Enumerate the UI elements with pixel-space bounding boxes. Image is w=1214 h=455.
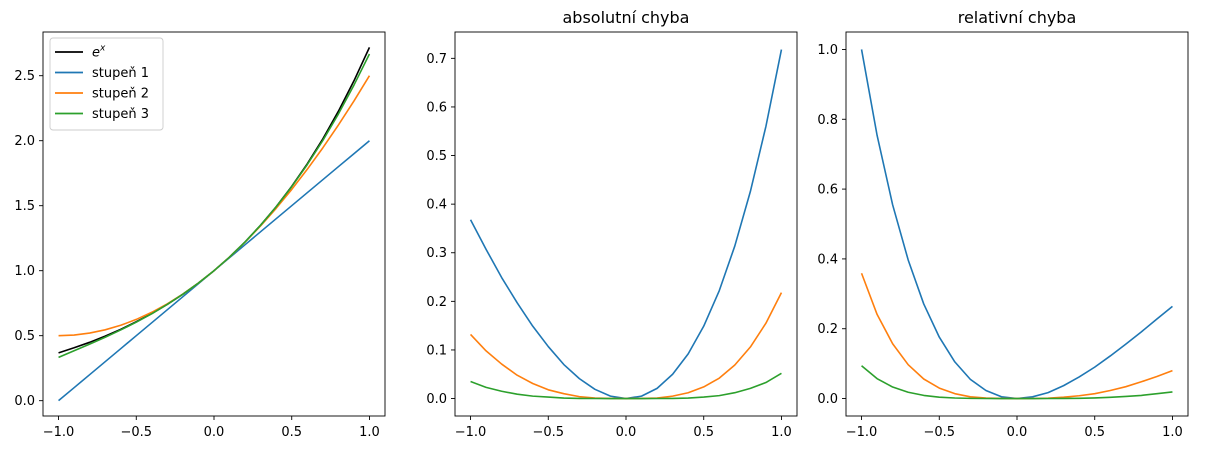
panel-title: relativní chyba (958, 8, 1077, 27)
y-tick-label: 0.2 (426, 295, 447, 310)
y-tick-label: 0.6 (426, 100, 447, 115)
y-tick-label: 1.0 (14, 264, 35, 279)
y-tick-label: 0.4 (817, 252, 838, 267)
y-tick-label: 0.7 (426, 52, 447, 67)
x-tick-label: −1.0 (43, 425, 75, 440)
plot-panel-2: absolutní chyba −1.0 −0.5 0.0 0.5 1.0 0.0 0.1 0.… (426, 8, 798, 440)
x-tick-label: 0.0 (616, 425, 637, 440)
legend-label: ex (92, 44, 106, 61)
y-tick-label: 0.0 (817, 392, 838, 407)
series-line-stupeň-3 (58, 53, 371, 359)
legend-label: stupeň 2 (92, 87, 149, 102)
x-tick-label: 0.0 (204, 425, 225, 440)
x-tick-label: 0.5 (1084, 425, 1105, 440)
y-tick-label: 1.0 (817, 43, 838, 58)
legend-box (49, 37, 164, 131)
x-tick-label: −0.5 (923, 425, 955, 440)
x-tick-label: 1.0 (771, 425, 792, 440)
axes-frame (454, 31, 798, 417)
y-tick-label: 0.2 (817, 322, 838, 337)
x-tick-label: −0.5 (120, 425, 152, 440)
y-tick-label: 0.1 (426, 343, 447, 358)
x-tick-label: 1.0 (1162, 425, 1183, 440)
y-tick-label: 2.0 (14, 134, 35, 149)
panel-title: absolutní chyba (563, 8, 690, 27)
y-tick-label: 2.5 (14, 69, 35, 84)
y-tick-label: 0.0 (14, 394, 35, 409)
legend-label: stupeň 1 (92, 66, 149, 81)
y-tick-label: 1.5 (14, 199, 35, 214)
y-tick-label: 0.8 (817, 113, 838, 128)
series-line-2 (469, 292, 783, 400)
x-tick-label: −1.0 (455, 425, 487, 440)
x-tick-label: 1.0 (359, 425, 380, 440)
y-tick-label: 0.4 (426, 198, 447, 213)
plot-panel-3: relativní chyba −1.0 −0.5 0.0 0.5 1.0 0.0 0.2 0.… (817, 8, 1189, 440)
y-tick-label: 0.5 (14, 329, 35, 344)
x-tick-label: −0.5 (532, 425, 564, 440)
series-line-1 (860, 49, 1173, 400)
x-tick-label: 0.0 (1007, 425, 1028, 440)
y-tick-label: 0.5 (426, 149, 447, 164)
y-tick-label: 0.6 (817, 183, 838, 198)
legend-label: stupeň 3 (92, 107, 149, 122)
series-line-3 (861, 365, 1173, 400)
x-tick-label: 0.5 (693, 425, 714, 440)
plot-panel-1: −1.0 −0.5 0.0 0.5 1.0 0.0 0.5 1.0 1.5 2.0 2.5 ex stu… (14, 31, 386, 440)
y-tick-label: 0.0 (426, 392, 447, 407)
series-line-1 (469, 49, 783, 400)
series-line-2 (860, 272, 1173, 400)
legend: ex stupeň 1 stupeň 2 stupeň 3 (49, 37, 164, 131)
x-tick-label: 0.5 (281, 425, 302, 440)
series-line-3 (470, 372, 782, 400)
x-tick-label: −1.0 (846, 425, 878, 440)
y-tick-label: 0.3 (426, 246, 447, 261)
